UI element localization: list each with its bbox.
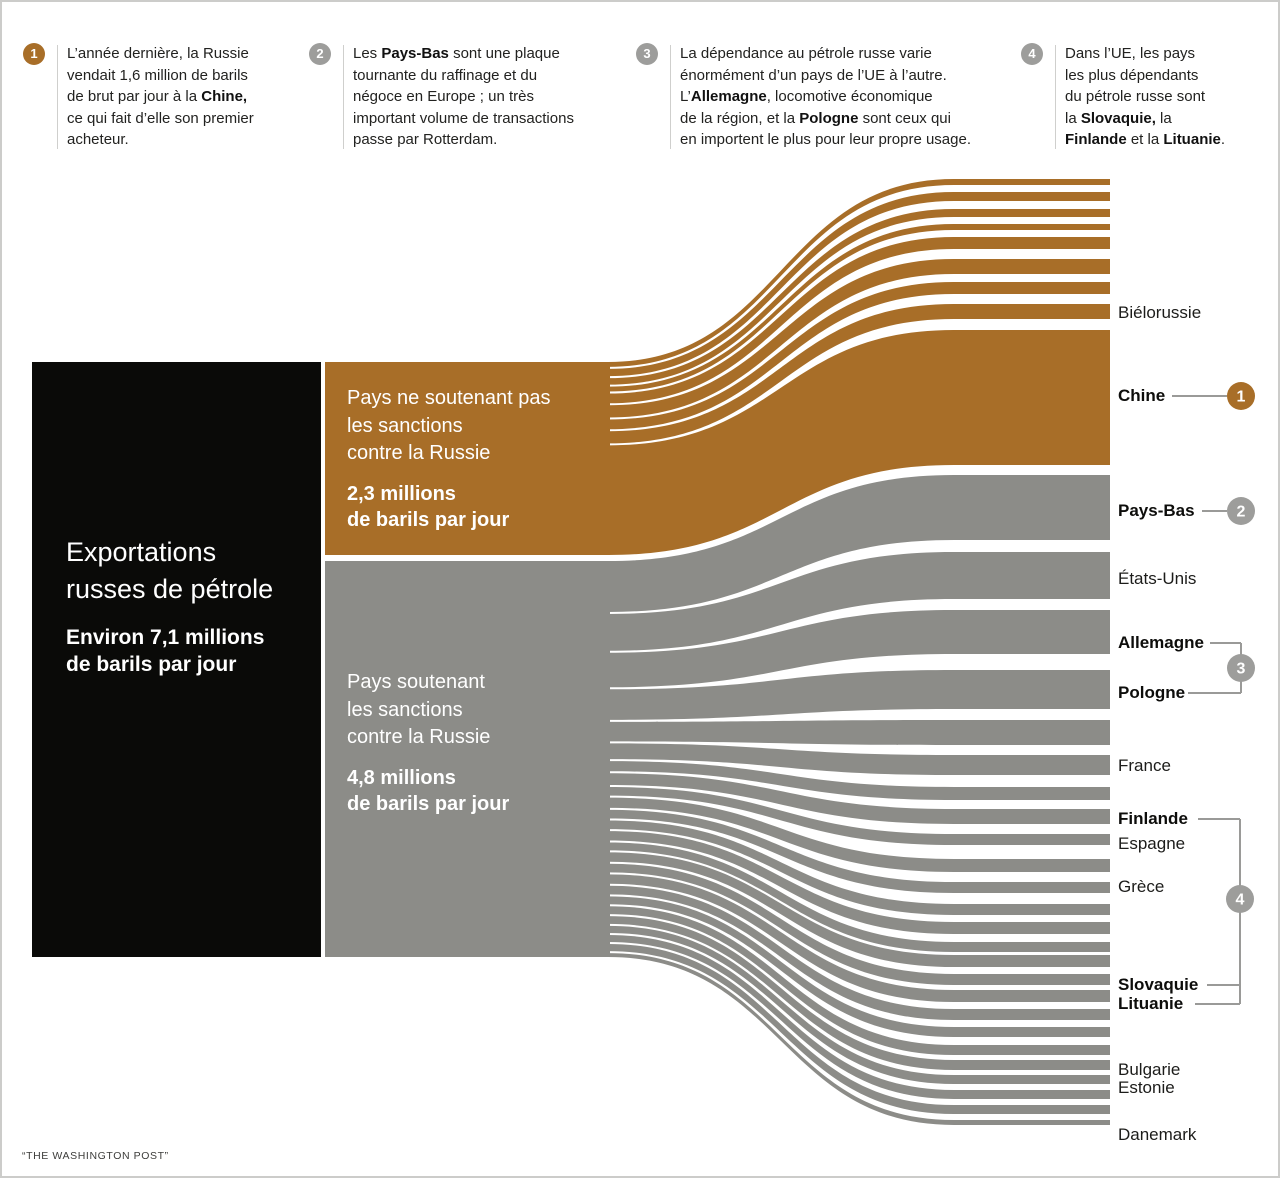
flow-unnamed [608, 852, 1110, 967]
flow-unnamed [608, 820, 1110, 915]
group-node-sanction-countries: Pays soutenant les sanctions contre la Rus… [325, 561, 610, 957]
group-non-sanction-value: 2,3 millions de barils par jour [347, 482, 510, 531]
country-label-bielorussie: Biélorussie [1118, 303, 1202, 322]
flow-unnamed [608, 761, 1110, 800]
flow-allemagne [608, 610, 1110, 688]
group-sanction-label: Pays soutenant les sanctions contre la Rus… [347, 671, 491, 748]
group-non-sanction-label: Pays ne soutenant pas les sanctions contre… [347, 387, 551, 464]
flow-slovaquie [608, 863, 1110, 985]
annotation-divider [670, 45, 671, 149]
country-label-chine: Chine [1118, 386, 1166, 405]
source-total: Environ 7,1 millions de barils par jour [66, 626, 265, 676]
annotation-1-number-badge: 1 [23, 43, 45, 65]
flow-unnamed [608, 282, 1110, 430]
flow-pays-bas [608, 475, 1110, 612]
callout-3-circle [1227, 654, 1255, 682]
annotation-4-number-badge: 4 [1021, 43, 1043, 65]
country-label-pologne: Pologne [1118, 683, 1186, 702]
flow-finlande [608, 773, 1110, 824]
annotation-divider [343, 45, 344, 149]
country-label-finlande: Finlande [1118, 809, 1188, 828]
flow-unnamed [608, 179, 1110, 367]
flow-unnamed [608, 885, 1110, 1020]
country-label-etats-unis: États-Unis [1118, 569, 1197, 588]
source-node-russia-exports: Exportations russes de pétrole Environ 7,… [32, 362, 321, 957]
flow-unnamed [608, 831, 1110, 934]
country-label-estonie: Estonie [1118, 1078, 1175, 1097]
annotation-3-text: La dépendance au pétrole russe varie énor… [680, 45, 972, 148]
source-title: Exportations russes de pétrole [66, 537, 274, 604]
callout-1-circle [1227, 382, 1255, 410]
flow-unnamed [608, 896, 1110, 1037]
annotation-4-text: Dans l’UE, les pays les plus dépendants du… [1065, 45, 1226, 148]
annotation-1-text: L’année dernière, la Russie vendait 1,6 m… [67, 45, 254, 148]
flow-états-unis [608, 552, 1110, 651]
annotation-2-text: Les Pays-Bas sont une plaque tournante du… [353, 45, 574, 148]
flow-lituanie [608, 874, 1110, 1002]
callout-3-number: 3 [1237, 661, 1246, 678]
flow-bulgarie [608, 916, 1110, 1070]
country-label-bulgarie: Bulgarie [1118, 1060, 1181, 1079]
flow-grèce [608, 809, 1110, 893]
flow-unnamed [608, 224, 1110, 392]
flow-unnamed [608, 259, 1110, 418]
annotation-2-number-badge: 2 [309, 43, 331, 65]
flow-unnamed [608, 906, 1110, 1055]
country-label-lituanie: Lituanie [1118, 994, 1184, 1013]
flow-chine [608, 330, 1110, 555]
flow-unnamed [608, 842, 1110, 952]
flow-unnamed [608, 209, 1110, 385]
country-label-france: France [1118, 756, 1171, 775]
flow-biélorussie [608, 304, 1110, 444]
flow-estonie [608, 925, 1110, 1084]
callout-4-circle [1226, 885, 1254, 913]
annotation-divider [57, 45, 58, 149]
annotation-3: 3 La dépendance au pétrole russe varie én… [636, 43, 1015, 151]
flow-unnamed [608, 934, 1110, 1099]
group-node-non-sanction-countries: Pays ne soutenant pas les sanctions contre… [325, 362, 610, 555]
annotation-3-number-badge: 3 [636, 43, 658, 65]
flow-unnamed [608, 944, 1110, 1114]
flow-france [608, 743, 1110, 775]
callout-2-circle [1227, 497, 1255, 525]
flow-espagne [608, 787, 1110, 845]
flow-unnamed [608, 237, 1110, 404]
flow-pologne [608, 670, 1110, 720]
flow-unnamed [608, 192, 1110, 377]
country-label-grece: Grèce [1118, 877, 1165, 896]
annotation-divider [1055, 45, 1056, 149]
callout-4-number: 4 [1236, 892, 1245, 909]
annotation-2: 2 Les Pays-Bas sont une plaque tournante … [309, 43, 618, 151]
country-label-danemark: Danemark [1118, 1125, 1197, 1144]
flow-unnamed [608, 797, 1110, 872]
country-label-espagne: Espagne [1118, 834, 1186, 853]
group-sanction-value: 4,8 millions de barils par jour [347, 766, 510, 815]
country-label-slovaquie: Slovaquie [1118, 975, 1199, 994]
callout-2-number: 2 [1237, 504, 1246, 521]
flow-unnamed [608, 720, 1110, 745]
annotation-1: 1 L’année dernière, la Russie vendait 1,6… [23, 43, 292, 151]
callout-1-number: 1 [1237, 389, 1246, 406]
country-label-allemagne: Allemagne [1118, 633, 1204, 652]
country-label-pays-bas: Pays-Bas [1118, 501, 1195, 520]
annotation-4: 4 Dans l’UE, les pays les plus dépendants… [1021, 43, 1270, 151]
source-credit: “THE WASHINGTON POST” [22, 1150, 169, 1162]
flow-danemark [608, 953, 1110, 1125]
